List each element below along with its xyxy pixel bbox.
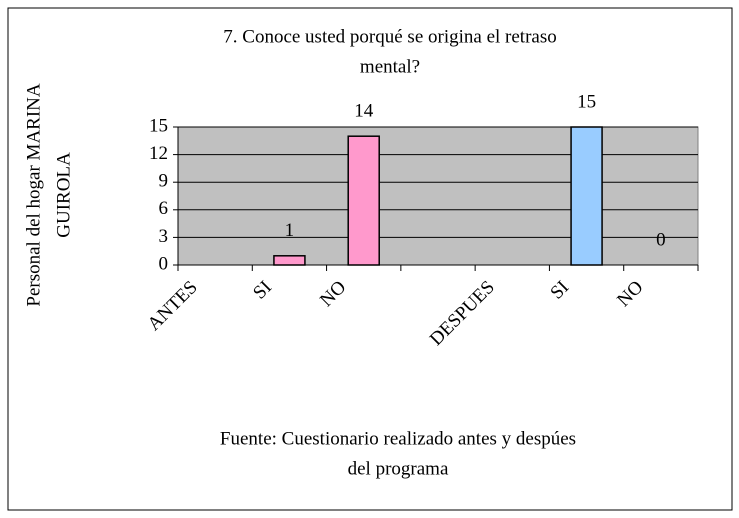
data-label: 14 xyxy=(354,101,374,122)
data-label: 0 xyxy=(656,229,666,250)
data-label: 1 xyxy=(285,220,295,241)
y-tick-label: 15 xyxy=(149,115,168,136)
bar xyxy=(273,255,306,266)
y-tick-label: 3 xyxy=(159,226,169,247)
y-tick-label: 12 xyxy=(149,143,168,164)
y-tick-label: 0 xyxy=(159,253,169,274)
chart-title: 7. Conoce usted porqué se origina el ret… xyxy=(223,26,556,47)
y-tick-label: 6 xyxy=(159,198,169,219)
y-axis-label: Personal del hogar MARINA xyxy=(23,83,44,306)
y-axis-label: GUIROLA xyxy=(53,152,74,238)
chart-title: mental? xyxy=(360,56,420,77)
source-note: del programa xyxy=(348,458,449,479)
bar xyxy=(347,135,380,266)
data-label: 15 xyxy=(577,91,596,112)
source-note: Fuente: Cuestionario realizado antes y d… xyxy=(220,428,576,449)
y-tick-label: 9 xyxy=(159,171,169,192)
plot-area xyxy=(177,126,699,266)
bar xyxy=(570,126,603,266)
